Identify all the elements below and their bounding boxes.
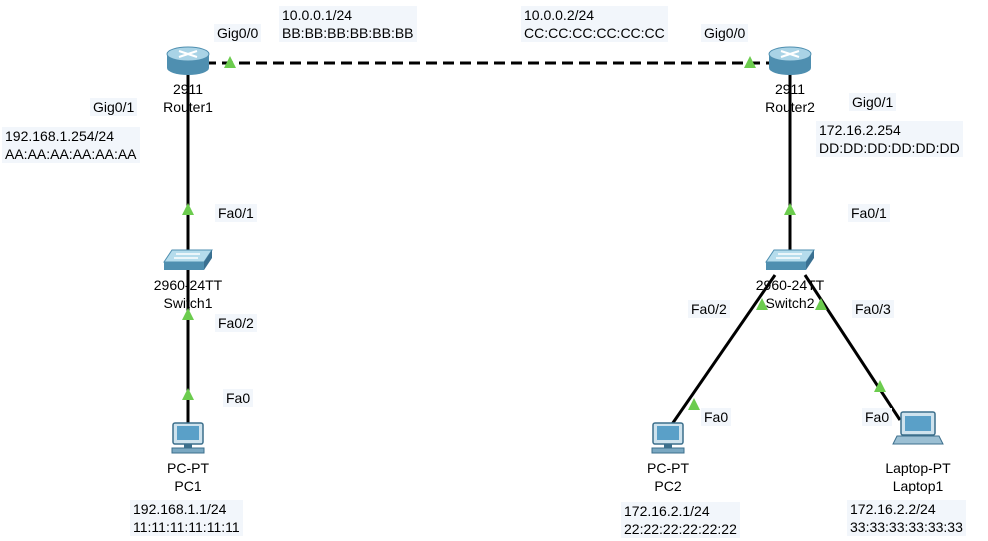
port-label-r1-gig01: Gig0/1: [90, 98, 138, 116]
laptop1-model: Laptop-PT: [885, 460, 951, 476]
router1-model: 2911: [172, 81, 204, 97]
pc2-name: PC2: [654, 478, 682, 494]
port-indicator-pc1-fa0: [182, 388, 194, 400]
port-indicator-pc2-fa0: [688, 398, 700, 410]
pc-icon[interactable]: [171, 422, 205, 454]
router2-name: Router2: [765, 99, 815, 115]
switch2-label: 2960-24TT Switch2: [745, 276, 835, 312]
laptop1-name: Laptop1: [892, 478, 944, 494]
pc1-name: PC1: [174, 478, 202, 494]
ip-address: 192.168.1.1/24: [133, 501, 227, 517]
switch-icon[interactable]: [163, 249, 213, 270]
router1-name: Router1: [163, 99, 213, 115]
address-laptop1: 172.16.2.2/24 33:33:33:33:33:33: [847, 500, 966, 536]
switch1-label: 2960-24TT Switch1: [143, 276, 233, 312]
mac-address: BB:BB:BB:BB:BB:BB: [282, 25, 414, 41]
pc-icon[interactable]: [651, 422, 685, 454]
address-pc2: 172.16.2.1/24 22:22:22:22:22:22: [621, 502, 740, 538]
switch1-model: 2960-24TT: [153, 277, 223, 293]
laptop-icon[interactable]: [892, 411, 944, 445]
port-label-sw1-fa01: Fa0/1: [215, 204, 257, 222]
ip-address: 192.168.1.254/24: [5, 128, 114, 144]
mac-address: 11:11:11:11:11:11: [133, 519, 240, 535]
port-label-r1-gig00: Gig0/0: [214, 24, 262, 42]
laptop1-label: Laptop-PT Laptop1: [868, 459, 968, 495]
ip-address: 172.16.2.1/24: [624, 503, 710, 519]
port-label-sw2-fa02: Fa0/2: [688, 300, 730, 318]
address-r2-gig00: 10.0.0.2/24 CC:CC:CC:CC:CC:CC: [521, 6, 668, 42]
port-indicator-r1-gig00: [224, 56, 236, 68]
router-icon[interactable]: [768, 46, 812, 75]
port-label-r2-gig01: Gig0/1: [849, 93, 897, 111]
port-indicator-r2-gig00: [744, 56, 756, 68]
mac-address: DD:DD:DD:DD:DD:DD: [819, 140, 960, 156]
router-icon[interactable]: [166, 46, 210, 75]
ip-address: 10.0.0.1/24: [282, 7, 353, 23]
port-indicator-sw2-fa02: [756, 298, 768, 310]
pc1-model: PC-PT: [167, 460, 209, 476]
mac-address: CC:CC:CC:CC:CC:CC: [524, 25, 665, 41]
ip-address: 10.0.0.2/24: [524, 7, 595, 23]
link-switch2-pc2[interactable]: [666, 274, 777, 431]
port-indicator-sw2-fa01: [784, 203, 796, 215]
mac-address: 33:33:33:33:33:33: [850, 519, 963, 535]
pc2-label: PC-PT PC2: [628, 459, 708, 495]
address-r1-gig01: 192.168.1.254/24 AA:AA:AA:AA:AA:AA: [2, 127, 140, 163]
port-label-pc2-fa0: Fa0: [701, 408, 732, 426]
port-label-sw1-fa02: Fa0/2: [215, 314, 257, 332]
address-r1-gig00: 10.0.0.1/24 BB:BB:BB:BB:BB:BB: [279, 6, 417, 42]
port-label-sw2-fa01: Fa0/1: [848, 204, 890, 222]
port-indicator-sw2-fa03: [815, 298, 827, 310]
port-label-laptop1-fa0: Fa0: [862, 408, 893, 426]
port-indicator-sw1-fa02: [182, 308, 194, 320]
switch-icon[interactable]: [765, 249, 815, 270]
port-indicator-sw1-fa01: [182, 203, 194, 215]
switch2-model: 2960-24TT: [755, 277, 825, 293]
ip-address: 172.16.2.254: [819, 122, 901, 138]
port-label-r2-gig00: Gig0/0: [701, 24, 749, 42]
ip-address: 172.16.2.2/24: [850, 501, 936, 517]
router2-model: 2911: [774, 81, 806, 97]
switch1-name: Switch1: [163, 295, 213, 311]
switch2-name: Switch2: [765, 295, 815, 311]
pc1-label: PC-PT PC1: [148, 459, 228, 495]
port-indicators: [182, 56, 886, 410]
mac-address: 22:22:22:22:22:22: [624, 521, 737, 537]
port-label-sw2-fa03: Fa0/3: [852, 300, 894, 318]
router1-label: 2911 Router1: [158, 80, 218, 116]
pc2-model: PC-PT: [647, 460, 689, 476]
links: [186, 61, 902, 431]
router2-label: 2911 Router2: [760, 80, 820, 116]
port-label-pc1-fa0: Fa0: [223, 389, 254, 407]
address-r2-gig01: 172.16.2.254 DD:DD:DD:DD:DD:DD: [816, 121, 963, 157]
port-indicator-laptop1-fa0: [874, 380, 886, 392]
mac-address: AA:AA:AA:AA:AA:AA: [5, 146, 137, 162]
address-pc1: 192.168.1.1/24 11:11:11:11:11:11: [130, 500, 243, 536]
